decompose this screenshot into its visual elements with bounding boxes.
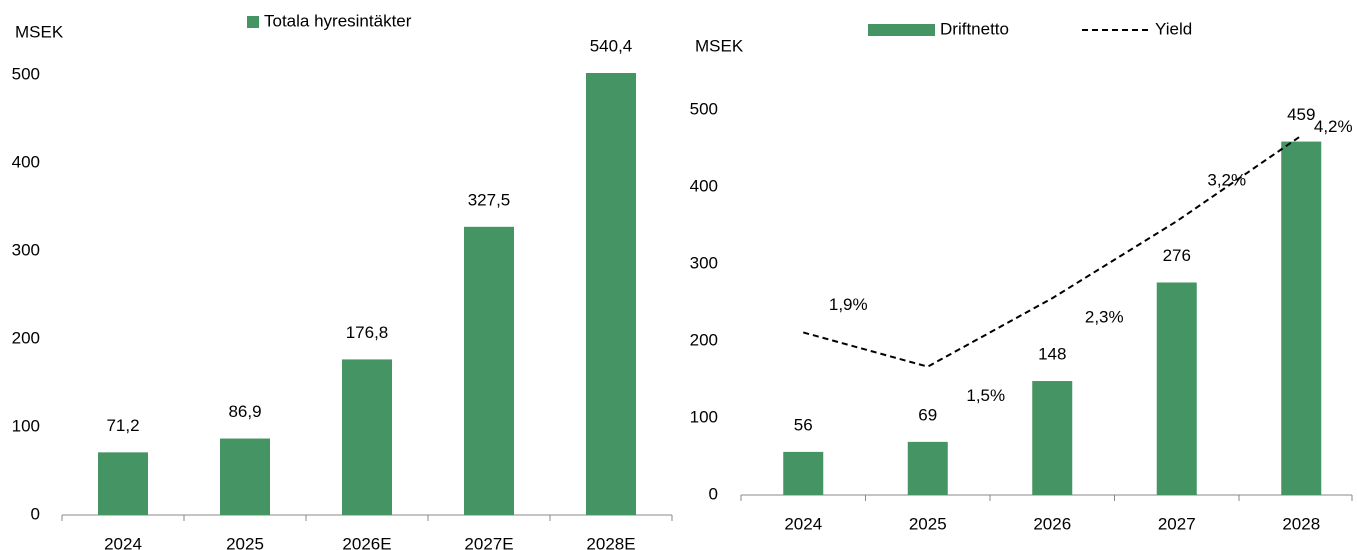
x-tick-label: 2028 <box>1282 514 1320 533</box>
data-label: 148 <box>1038 345 1066 364</box>
plot-area <box>98 73 636 516</box>
x-tick-label: 2025 <box>909 514 947 533</box>
legend-label: Yield <box>1155 19 1192 38</box>
data-label: 69 <box>918 405 937 424</box>
y-tick-label: 500 <box>12 64 40 83</box>
bar <box>464 226 514 516</box>
y-tick-label: 100 <box>690 407 718 426</box>
data-label: 1,9% <box>829 295 868 314</box>
legend-label: Totala hyresintäkter <box>264 11 412 30</box>
x-tick-label: 2025 <box>226 534 264 550</box>
bar <box>342 359 392 515</box>
data-label: 3,2% <box>1207 171 1246 190</box>
x-tick-label: 2024 <box>784 514 822 533</box>
legend-swatch <box>868 24 935 36</box>
bar <box>783 451 824 495</box>
y-tick-label: 200 <box>12 328 40 347</box>
data-label: 2,3% <box>1085 308 1124 327</box>
y-unit: MSEK <box>15 22 64 41</box>
x-tick-label: 2027E <box>464 534 513 550</box>
bar <box>98 452 148 515</box>
legend-swatch <box>247 16 259 28</box>
x-tick-label: 2028E <box>586 534 635 550</box>
bar <box>1156 282 1197 495</box>
data-label: 276 <box>1163 246 1191 265</box>
data-label: 56 <box>794 415 813 434</box>
x-tick-label: 2027 <box>1158 514 1196 533</box>
x-tick-label: 2024 <box>104 534 142 550</box>
bar <box>1032 381 1073 495</box>
y-tick-label: 0 <box>709 484 718 503</box>
legend-label: Driftnetto <box>940 19 1009 38</box>
bar <box>586 73 636 515</box>
data-label: 86,9 <box>228 402 261 421</box>
y-tick-label: 500 <box>690 99 718 118</box>
bar <box>220 438 270 515</box>
data-label: 540,4 <box>590 36 633 55</box>
line <box>802 134 1302 368</box>
bar <box>1281 141 1322 495</box>
y-tick-label: 400 <box>12 152 40 171</box>
y-tick-label: 0 <box>31 504 40 523</box>
data-label: 176,8 <box>346 323 389 342</box>
data-label: 327,5 <box>468 190 511 209</box>
x-tick-label: 2026E <box>342 534 391 550</box>
data-label: 4,2% <box>1314 117 1353 136</box>
y-tick-label: 100 <box>12 416 40 435</box>
x-tick-label: 2026 <box>1033 514 1071 533</box>
y-tick-label: 400 <box>690 176 718 195</box>
y-tick-label: 300 <box>12 240 40 259</box>
data-label: 1,5% <box>966 386 1005 405</box>
y-unit: MSEK <box>695 36 744 55</box>
plot-area <box>783 141 1322 495</box>
y-tick-label: 200 <box>690 330 718 349</box>
data-label: 71,2 <box>106 416 139 435</box>
data-label: 459 <box>1287 105 1315 124</box>
y-tick-label: 300 <box>690 253 718 272</box>
bar <box>907 441 948 495</box>
